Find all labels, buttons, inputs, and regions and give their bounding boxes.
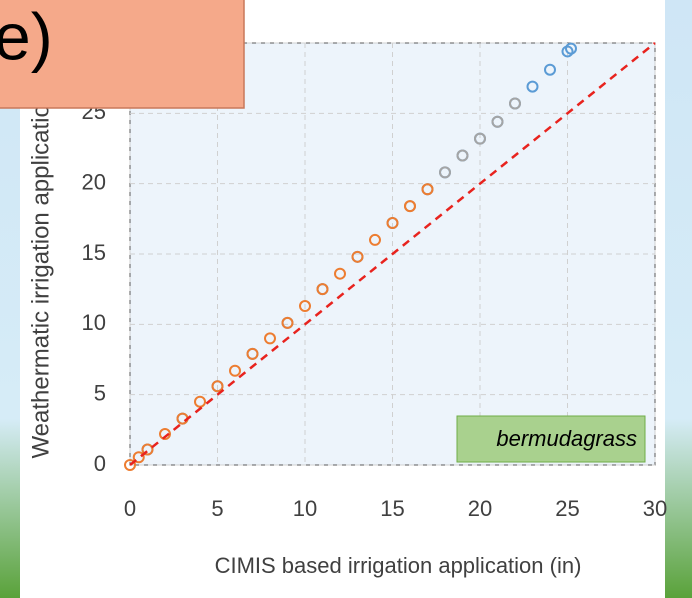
- reference-line: [129, 42, 656, 466]
- data-point: [509, 97, 521, 110]
- data-point: [211, 380, 224, 393]
- data-point: [351, 250, 364, 263]
- data-point: [334, 267, 346, 280]
- x-tick-label: 15: [380, 496, 404, 521]
- y-tick-label: 10: [82, 310, 106, 335]
- data-point: [544, 63, 556, 76]
- data-point: [132, 451, 145, 464]
- data-point: [299, 300, 311, 313]
- data-point: [439, 166, 451, 179]
- x-axis-title: CIMIS based irrigation application (in): [215, 553, 582, 578]
- x-tick-label: 20: [468, 496, 492, 521]
- panel-label: e): [0, 0, 53, 73]
- y-tick-label: 20: [82, 169, 106, 194]
- data-point: [565, 42, 577, 55]
- data-point: [474, 132, 486, 145]
- data-point: [316, 283, 329, 296]
- y-tick-label: 0: [94, 451, 106, 476]
- data-point: [404, 200, 416, 213]
- y-tick-label: 15: [82, 240, 106, 265]
- data-point: [159, 428, 171, 441]
- data-point: [561, 45, 574, 58]
- data-point: [369, 233, 381, 246]
- y-axis-title: Weathermatic irrigation application (in): [27, 49, 54, 458]
- data-point: [124, 459, 136, 471]
- data-point: [264, 332, 276, 345]
- data-point: [246, 347, 259, 360]
- data-point: [194, 395, 206, 408]
- x-tick-label: 0: [124, 496, 136, 521]
- data-point: [421, 183, 434, 196]
- x-tick-label: 5: [211, 496, 223, 521]
- data-point: [456, 149, 469, 162]
- annotation: bermudagrass: [496, 426, 637, 451]
- data-point: [229, 364, 241, 377]
- data-point: [141, 443, 154, 456]
- x-tick-label: 30: [643, 496, 667, 521]
- data-point: [386, 217, 399, 230]
- data-point: [281, 316, 294, 329]
- data-point: [491, 115, 504, 128]
- data-point: [526, 80, 539, 93]
- annotation-box: [456, 415, 646, 463]
- panel-label-box: [0, 0, 245, 109]
- x-tick-label: 10: [293, 496, 317, 521]
- x-tick-label: 25: [555, 496, 579, 521]
- y-tick-label: 5: [94, 380, 106, 405]
